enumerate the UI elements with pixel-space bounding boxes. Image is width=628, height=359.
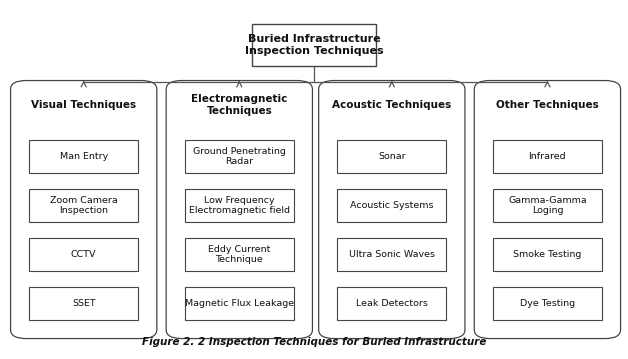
Text: Eddy Current
Technique: Eddy Current Technique — [208, 245, 271, 264]
Bar — [185, 188, 294, 222]
Text: Dye Testing: Dye Testing — [520, 299, 575, 308]
Text: Gamma-Gamma
Loging: Gamma-Gamma Loging — [508, 196, 587, 215]
Bar — [337, 188, 447, 222]
Bar — [337, 140, 447, 173]
Bar — [337, 238, 447, 271]
Text: Other Techniques: Other Techniques — [496, 100, 598, 110]
FancyBboxPatch shape — [474, 80, 620, 339]
Bar — [493, 140, 602, 173]
FancyBboxPatch shape — [318, 80, 465, 339]
Text: Figure 2. 2 Inspection Techniques for Buried Infrastructure: Figure 2. 2 Inspection Techniques for Bu… — [142, 337, 486, 348]
Bar — [30, 286, 138, 320]
Bar — [252, 24, 376, 66]
Bar — [337, 286, 447, 320]
Bar — [30, 188, 138, 222]
Text: Magnetic Flux Leakage: Magnetic Flux Leakage — [185, 299, 294, 308]
Text: Acoustic Techniques: Acoustic Techniques — [332, 100, 452, 110]
Text: Sonar: Sonar — [378, 152, 406, 161]
Text: Smoke Testing: Smoke Testing — [513, 250, 582, 259]
Text: Buried Infrastructure
Inspection Techniques: Buried Infrastructure Inspection Techniq… — [245, 34, 383, 56]
Bar — [493, 286, 602, 320]
Text: Acoustic Systems: Acoustic Systems — [350, 201, 433, 210]
Bar — [493, 188, 602, 222]
Text: Electromagnetic
Techniques: Electromagnetic Techniques — [191, 94, 288, 116]
Text: SSET: SSET — [72, 299, 95, 308]
Bar — [493, 238, 602, 271]
FancyBboxPatch shape — [166, 80, 313, 339]
Bar — [185, 140, 294, 173]
Text: Ground Penetrating
Radar: Ground Penetrating Radar — [193, 146, 286, 166]
Text: CCTV: CCTV — [71, 250, 97, 259]
Bar — [30, 140, 138, 173]
Text: Man Entry: Man Entry — [60, 152, 108, 161]
Text: Leak Detectors: Leak Detectors — [356, 299, 428, 308]
Text: Zoom Camera
Inspection: Zoom Camera Inspection — [50, 196, 117, 215]
Text: Infrared: Infrared — [529, 152, 566, 161]
Bar — [30, 238, 138, 271]
Text: Visual Techniques: Visual Techniques — [31, 100, 136, 110]
Bar — [185, 286, 294, 320]
Text: Low Frequency
Electromagnetic field: Low Frequency Electromagnetic field — [189, 196, 290, 215]
Text: Ultra Sonic Waves: Ultra Sonic Waves — [349, 250, 435, 259]
FancyBboxPatch shape — [11, 80, 157, 339]
Bar — [185, 238, 294, 271]
